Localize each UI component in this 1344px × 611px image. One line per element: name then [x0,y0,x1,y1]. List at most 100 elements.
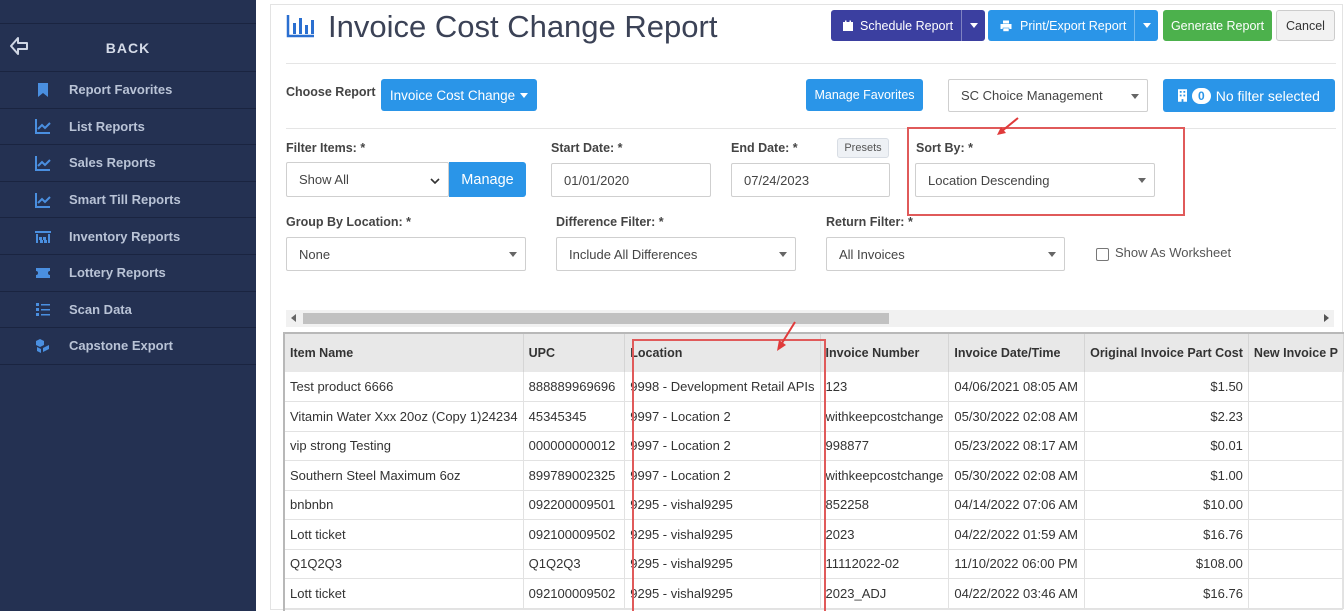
print-export-button[interactable]: Print/Export Report [988,10,1158,41]
end-date-label: End Date: * [731,141,798,155]
calendar-icon [843,20,853,31]
sidebar-item-label: Inventory Reports [69,228,181,244]
difference-filter-select[interactable]: Include All Differences [556,237,796,271]
cell-invoice-number: withkeepcostchange [820,401,950,432]
column-header[interactable]: Original Invoice Part Cost [1084,334,1249,372]
sidebar-item-label: Report Favorites [69,82,173,98]
building-icon [1178,89,1188,102]
manage-favorites-button[interactable]: Manage Favorites [806,79,923,111]
cell-original-cost: $0.01 [1084,431,1249,461]
warehouse-icon [34,227,52,245]
cell-location: 9295 - vishal9295 [624,578,821,609]
horizontal-scrollbar[interactable] [286,310,1334,327]
cell-new-cost [1248,372,1344,402]
cancel-button[interactable]: Cancel [1276,10,1335,41]
ticket-icon [34,264,52,282]
sidebar-item-smart-till-reports[interactable]: Smart Till Reports [0,182,256,219]
cell-location: 9295 - vishal9295 [624,549,821,579]
cell-new-cost [1248,549,1344,579]
company-select[interactable]: SC Choice Management [948,79,1148,112]
cell-invoice-date: 04/22/2022 03:46 AM [948,578,1086,609]
sidebar-item-capstone-export[interactable]: Capstone Export [0,328,256,365]
cubes-icon [34,337,52,355]
location-filter-button[interactable]: 0 No filter selected [1163,79,1335,112]
return-filter-value: All Invoices [839,246,905,262]
presets-label: Presets [844,142,882,154]
bar-chart-icon [286,15,314,38]
back-button[interactable]: BACK [0,24,256,72]
start-date-input[interactable]: 01/01/2020 [551,163,711,197]
location-column-highlight-box [632,339,826,611]
difference-filter-value: Include All Differences [569,246,698,262]
cell-location: 9998 - Development Retail APIs [624,372,821,402]
sidebar-item-scan-data[interactable]: Scan Data [0,292,256,329]
cell-invoice-date: 05/30/2022 02:08 AM [948,401,1086,432]
caret-down-icon [969,23,978,28]
caret-down-icon [1138,178,1146,183]
schedule-dropdown-toggle[interactable] [961,10,985,41]
column-header[interactable]: Invoice Date/Time [948,334,1086,372]
cell-upc: 888889969696 [523,372,626,402]
table-row[interactable]: Lott ticket 092100009502 9295 - vishal92… [285,519,1344,550]
sidebar-item-label: Smart Till Reports [69,192,181,208]
return-filter-select[interactable]: All Invoices [826,237,1065,271]
column-header[interactable]: Invoice Number [820,334,950,372]
table-row[interactable]: Q1Q2Q3 Q1Q2Q3 9295 - vishal9295 11112022… [285,549,1344,579]
cell-item-name: Q1Q2Q3 [285,549,524,579]
show-as-worksheet-label: Show As Worksheet [1115,245,1232,260]
table-row[interactable]: Lott ticket 092100009502 9295 - vishal92… [285,578,1344,609]
caret-down-icon [520,92,529,98]
red-arrow-annotation [777,321,796,351]
return-filter-label: Return Filter: * [826,215,913,229]
cell-new-cost [1248,431,1344,461]
print-export-label: Print/Export Report [1020,18,1127,33]
cell-invoice-date: 11/10/2022 06:00 PM [948,549,1086,579]
red-arrow-annotation [997,117,1019,135]
divider [286,128,1336,129]
end-date-input[interactable]: 07/24/2023 [731,163,890,197]
group-by-value: None [299,246,331,262]
sidebar-item-list-reports[interactable]: List Reports [0,109,256,146]
sidebar-item-report-favorites[interactable]: Report Favorites [0,72,256,109]
group-by-label: Group By Location: * [286,215,411,229]
cell-upc: 45345345 [523,401,626,432]
table-row[interactable]: Test product 6666 888889969696 9998 - De… [285,372,1344,402]
table-row[interactable]: Vitamin Water Xxx 20oz (Copy 1)24234 453… [285,401,1344,432]
print-dropdown-toggle[interactable] [1134,10,1158,41]
cell-invoice-date: 04/14/2022 07:06 AM [948,490,1086,520]
generate-report-button[interactable]: Generate Report [1163,10,1272,41]
cell-new-cost [1248,490,1344,520]
column-header[interactable]: Item Name [285,334,524,372]
filter-items-select[interactable]: Show All [286,162,449,197]
column-header[interactable]: UPC [523,334,626,372]
table-row[interactable]: bnbnbn 092200009501 9295 - vishal9295 85… [285,490,1344,520]
cell-invoice-date: 05/30/2022 02:08 AM [948,460,1086,491]
table-row[interactable]: Southern Steel Maximum 6oz 899789002325 … [285,460,1344,491]
scroll-left-arrow-icon[interactable] [291,314,296,322]
sidebar-item-inventory-reports[interactable]: Inventory Reports [0,218,256,255]
scrollbar-thumb[interactable] [303,313,889,324]
presets-button[interactable]: Presets [837,138,889,158]
print-icon [1000,20,1012,32]
column-header[interactable]: New Invoice P [1248,334,1344,372]
cell-original-cost: $1.00 [1084,460,1249,491]
sidebar-item-lottery-reports[interactable]: Lottery Reports [0,255,256,292]
show-as-worksheet-checkbox[interactable] [1096,248,1109,261]
group-by-select[interactable]: None [286,237,526,271]
cell-invoice-number: 852258 [820,490,950,520]
sort-by-select[interactable]: Location Descending [915,163,1155,197]
cell-item-name: Lott ticket [285,578,524,609]
sidebar-item-sales-reports[interactable]: Sales Reports [0,145,256,182]
schedule-report-button[interactable]: Schedule Report [831,10,985,41]
caret-down-icon [1048,252,1056,257]
table-row[interactable]: vip strong Testing 000000000012 9997 - L… [285,431,1344,461]
generate-report-label: Generate Report [1170,18,1265,33]
cell-upc: Q1Q2Q3 [523,549,626,579]
manage-button[interactable]: Manage [449,162,526,197]
cell-upc: 000000000012 [523,431,626,461]
sidebar-item-label: Sales Reports [69,155,156,171]
divider [286,63,1336,64]
choose-report-button[interactable]: Invoice Cost Change [381,79,537,111]
scroll-right-arrow-icon[interactable] [1324,314,1329,322]
sidebar-top-strip [0,0,256,24]
